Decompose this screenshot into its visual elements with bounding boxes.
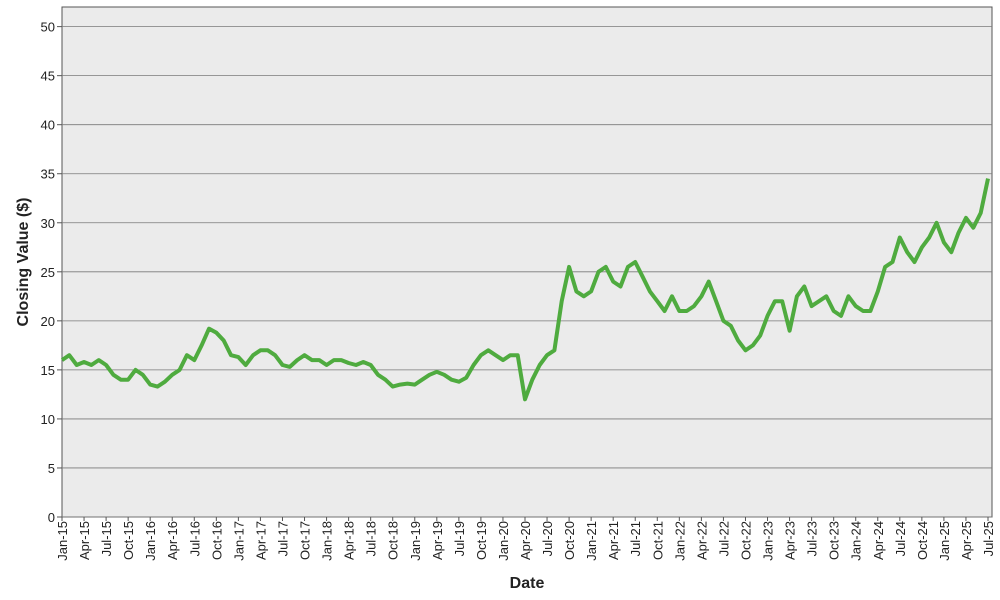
- x-tick-label: Jan-25: [937, 521, 952, 561]
- y-tick-label: 0: [48, 510, 55, 525]
- y-axis-label: Closing Value ($): [15, 198, 32, 327]
- x-tick-label: Apr-20: [518, 521, 533, 560]
- x-tick-label: Oct-15: [121, 521, 136, 560]
- x-tick-label: Jul-16: [187, 521, 202, 556]
- plot-area: [61, 6, 993, 518]
- x-tick-label: Apr-18: [342, 521, 357, 560]
- x-tick-label: Oct-19: [474, 521, 489, 560]
- y-tick-label: 5: [48, 461, 55, 476]
- y-tick-label: 50: [41, 20, 55, 35]
- x-tick-label: Oct-21: [650, 521, 665, 560]
- x-tick-label: Apr-23: [783, 521, 798, 560]
- x-tick-label: Jan-19: [408, 521, 423, 561]
- x-tick-label: Jan-24: [849, 521, 864, 561]
- x-tick-label: Jan-16: [143, 521, 158, 561]
- x-tick-label: Oct-24: [915, 521, 930, 560]
- x-tick-label: Jul-21: [628, 521, 643, 556]
- x-tick-label: Oct-16: [209, 521, 224, 560]
- x-tick-label: Apr-25: [959, 521, 974, 560]
- x-tick-label: Jan-21: [584, 521, 599, 561]
- x-tick-label: Jan-15: [55, 521, 70, 561]
- x-tick-label: Jul-22: [716, 521, 731, 556]
- y-tick-label: 40: [41, 118, 55, 133]
- x-tick-label: Jan-20: [496, 521, 511, 561]
- x-tick-label: Jul-17: [275, 521, 290, 556]
- x-tick-label: Oct-22: [738, 521, 753, 560]
- y-tick-label: 25: [41, 265, 55, 280]
- x-tick-label: Jul-19: [452, 521, 467, 556]
- x-tick-label: Oct-23: [827, 521, 842, 560]
- x-tick-label: Apr-19: [430, 521, 445, 560]
- x-tick-label: Apr-24: [871, 521, 886, 560]
- x-tick-label: Jan-23: [761, 521, 776, 561]
- data-line: [60, 178, 990, 402]
- y-tick-label: 10: [41, 412, 55, 427]
- x-tick-label: Apr-15: [77, 521, 92, 560]
- y-tick-label: 45: [41, 69, 55, 84]
- x-tick-label: Apr-16: [165, 521, 180, 560]
- x-tick-label: Oct-17: [298, 521, 313, 560]
- x-tick-label: Jul-24: [893, 521, 908, 556]
- x-tick-label: Oct-18: [386, 521, 401, 560]
- x-tick-label: Jan-18: [320, 521, 335, 561]
- y-tick-label: 15: [41, 363, 55, 378]
- x-tick-label: Jul-15: [99, 521, 114, 556]
- x-tick-label: Apr-22: [694, 521, 709, 560]
- x-tick-label: Jan-22: [672, 521, 687, 561]
- x-tick-label: Jul-20: [540, 521, 555, 556]
- y-tick-label: 30: [41, 216, 55, 231]
- x-tick-label: Jul-23: [805, 521, 820, 556]
- y-tick-label: 35: [41, 167, 55, 182]
- x-axis-label: Date: [510, 575, 545, 592]
- x-tick-label: Oct-20: [562, 521, 577, 560]
- x-tick-label: Jul-18: [364, 521, 379, 556]
- x-tick-label: Jul-25: [981, 521, 996, 556]
- x-tick-label: Apr-21: [606, 521, 621, 560]
- x-tick-label: Apr-17: [253, 521, 268, 560]
- x-tick-label: Jan-17: [231, 521, 246, 561]
- y-tick-label: 20: [41, 314, 55, 329]
